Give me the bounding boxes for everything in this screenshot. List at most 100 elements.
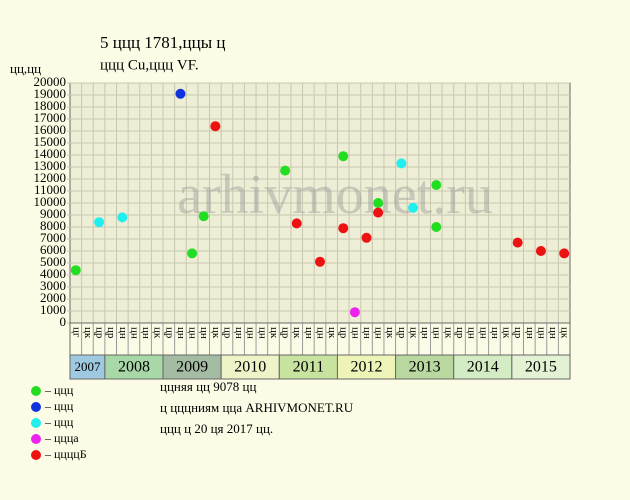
chart-subtitle: ццц Cu,ццц VF. — [100, 57, 199, 73]
legend-marker — [31, 418, 41, 428]
x-tick-label: цн — [535, 327, 547, 339]
y-tick-label: 0 — [60, 314, 67, 329]
data-point — [431, 222, 442, 232]
legend-label: – ццц — [44, 415, 74, 429]
data-point — [291, 218, 302, 229]
y-tick-label: 3000 — [40, 278, 66, 293]
data-point — [338, 151, 349, 162]
x-tick-label: цр — [105, 327, 117, 339]
y-tick-label: 11000 — [34, 182, 66, 197]
legend-label: – ццц — [44, 383, 74, 397]
x-tick-label: цр — [454, 327, 466, 339]
data-point — [70, 265, 81, 276]
x-tick-label: цк — [82, 327, 94, 339]
data-point — [408, 202, 419, 213]
year-label: 2013 — [409, 359, 441, 376]
year-label: 2015 — [525, 359, 557, 376]
column-label-area — [69, 322, 571, 356]
x-tick-label: цк — [291, 327, 303, 339]
data-point — [117, 212, 128, 223]
x-tick-label: цк — [268, 327, 280, 339]
x-tick-label: цк — [407, 327, 419, 339]
y-tick-label: 18000 — [34, 98, 67, 113]
y-tick-label: 13000 — [34, 158, 67, 173]
y-tick-label: 20000 — [34, 74, 67, 89]
x-tick-label: цн — [314, 327, 326, 339]
data-point — [210, 121, 221, 132]
watermark: arhivmonet.ru — [177, 164, 493, 226]
y-tick-label: 5000 — [40, 254, 66, 269]
data-point — [535, 246, 546, 256]
year-band — [69, 354, 106, 380]
x-tick-label: цг — [70, 327, 82, 338]
x-tick-label: цн — [198, 327, 210, 339]
data-point — [280, 165, 291, 176]
data-point — [94, 217, 105, 228]
x-tick-label: цн — [140, 327, 152, 339]
x-tick-label: цн — [303, 327, 315, 339]
y-tick-label: 1000 — [40, 302, 66, 317]
legend-marker — [31, 386, 41, 396]
legend-marker — [31, 450, 41, 460]
chart-title: 5 ццц 1781,ццы ц — [100, 33, 226, 52]
data-point — [373, 207, 384, 218]
year-label: 2011 — [293, 359, 324, 376]
x-tick-label: цн — [373, 327, 385, 339]
data-point — [338, 223, 349, 234]
note: ццняя цц 9078 цц — [160, 379, 256, 394]
x-tick-label: цк — [501, 327, 513, 339]
x-tick-label: цк — [384, 327, 396, 339]
data-point — [559, 248, 570, 259]
year-label: 2012 — [351, 359, 383, 376]
x-tick-label: цн — [349, 327, 361, 339]
y-tick-label: 6000 — [40, 242, 66, 257]
x-tick-label: цк — [152, 327, 164, 339]
y-tick-label: 15000 — [34, 134, 67, 149]
x-tick-label: цн — [256, 327, 268, 339]
note: ц цццниям цца ARHIVMONET.RU — [160, 400, 354, 415]
x-tick-label: цн — [117, 327, 129, 339]
y-tick-label: 4000 — [40, 266, 66, 281]
legend-marker — [31, 402, 41, 412]
y-tick-label: 9000 — [40, 206, 66, 221]
legend-label: – ццц — [44, 399, 74, 413]
x-tick-label: цн — [431, 327, 443, 339]
x-tick-label: цр — [163, 327, 175, 339]
x-tick-label: цн — [419, 327, 431, 339]
x-tick-label: цр — [512, 327, 524, 339]
year-band — [278, 354, 338, 380]
legend-marker — [31, 434, 41, 444]
data-point — [349, 307, 360, 318]
x-tick-label: цн — [361, 327, 373, 339]
y-tick-label: 12000 — [34, 170, 67, 185]
data-point — [187, 248, 198, 259]
y-tick-label: 7000 — [40, 230, 66, 245]
x-tick-label: цн — [489, 327, 501, 339]
data-point — [361, 232, 372, 243]
y-tick-label: 19000 — [34, 86, 67, 101]
legend-label: – ццццБ — [44, 447, 87, 461]
x-tick-label: цр — [338, 327, 350, 339]
x-tick-label: цн — [245, 327, 257, 339]
y-tick-label: 16000 — [34, 122, 67, 137]
year-label: 2014 — [467, 359, 499, 376]
x-tick-label: цн — [524, 327, 536, 339]
x-tick-label: цр — [280, 327, 292, 339]
legend-label: – ццца — [44, 431, 79, 445]
data-point — [315, 256, 325, 267]
x-tick-label: цр — [94, 327, 106, 339]
year-label: 2009 — [176, 359, 208, 376]
year-band — [395, 354, 455, 380]
data-point — [396, 158, 407, 169]
year-band — [511, 354, 571, 380]
x-tick-label: цк — [442, 327, 454, 339]
data-point — [175, 88, 186, 99]
x-tick-label: цн — [175, 327, 187, 339]
y-tick-label: 17000 — [34, 110, 67, 125]
x-tick-label: цк — [210, 327, 222, 339]
y-tick-label: 8000 — [40, 218, 66, 233]
y-axis-label: цц,цц — [10, 61, 41, 76]
x-tick-label: цн — [477, 327, 489, 339]
